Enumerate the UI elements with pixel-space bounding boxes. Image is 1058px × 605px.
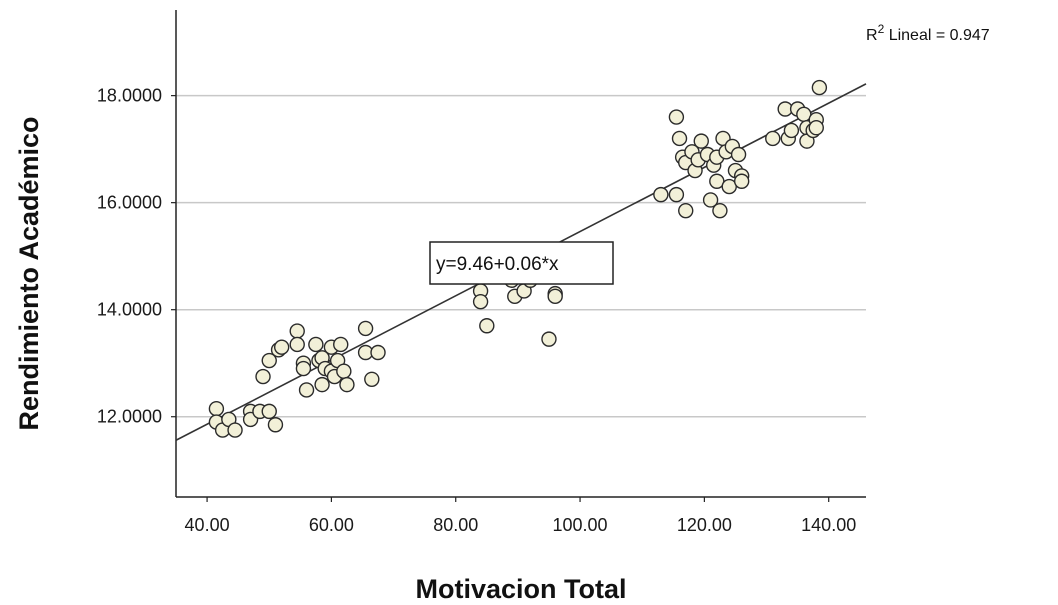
x-tick-label-5: 140.00 [801,515,856,535]
data-point-82 [808,120,824,136]
x-axis-title: Motivacion Total [415,574,626,604]
x-tick-label-0: 40.00 [185,515,230,535]
data-point-57 [693,133,709,149]
data-point-31 [357,320,374,337]
x-tick-label-2: 80.00 [433,515,478,535]
y-tick-label-2: 16.0000 [97,193,162,213]
data-point-48 [668,186,685,203]
data-point-10 [255,368,271,385]
data-point-11 [261,352,277,369]
data-point-71 [733,173,750,189]
data-point-9 [267,417,284,433]
data-point-46 [547,288,563,305]
data-point-63 [712,202,728,219]
data-point-33 [364,371,380,387]
data-point-53 [678,202,694,219]
equation-label: y=9.46+0.06*x [436,254,559,275]
r2-superscript: 2 [878,22,885,36]
data-point-28 [333,336,349,353]
data-point-19 [308,336,324,353]
y-ticks: 12.0000 14.0000 16.0000 18.0000 [97,86,176,427]
x-tick-label-3: 100.00 [553,515,608,535]
equation-box [429,241,614,285]
data-point-75 [783,122,800,139]
data-point-21 [314,376,330,393]
data-point-34 [370,344,386,361]
data-point-4 [227,422,243,438]
data-point-15 [289,336,305,353]
y-tick-label-3: 18.0000 [97,86,162,106]
equation-annotation: y=9.46+0.06*x [429,241,614,285]
data-point-72 [765,130,781,147]
data-point-8 [261,403,277,420]
data-point-83 [811,79,828,96]
y-tick-label-0: 12.0000 [97,407,162,427]
r2-prefix: R [866,27,878,44]
x-ticks: 40.00 60.00 80.00 100.00 120.00 140.00 [185,497,856,535]
data-point-13 [273,339,290,355]
y-axis-title: Rendimiento Académico [14,116,44,430]
data-point-59 [702,192,719,208]
data-point-50 [671,130,688,147]
data-point-29 [336,363,352,379]
r2-value: Lineal = 0.947 [884,27,990,44]
data-point-69 [730,146,747,163]
gridlines [176,94,866,418]
r2-annotation: R2 Lineal = 0.947 [866,22,990,44]
data-point-49 [668,109,685,125]
data-point-0 [208,400,225,417]
data-point-38 [479,318,495,334]
data-point-47 [653,186,669,203]
x-tick-label-1: 60.00 [309,515,354,535]
x-tick-label-4: 120.00 [677,515,732,535]
data-point-44 [541,331,557,347]
data-point-37 [472,293,489,310]
data-point-17 [295,360,312,377]
y-tick-label-1: 14.0000 [97,300,162,320]
data-point-30 [339,376,355,393]
data-point-18 [298,382,315,398]
data-point-14 [289,323,305,339]
